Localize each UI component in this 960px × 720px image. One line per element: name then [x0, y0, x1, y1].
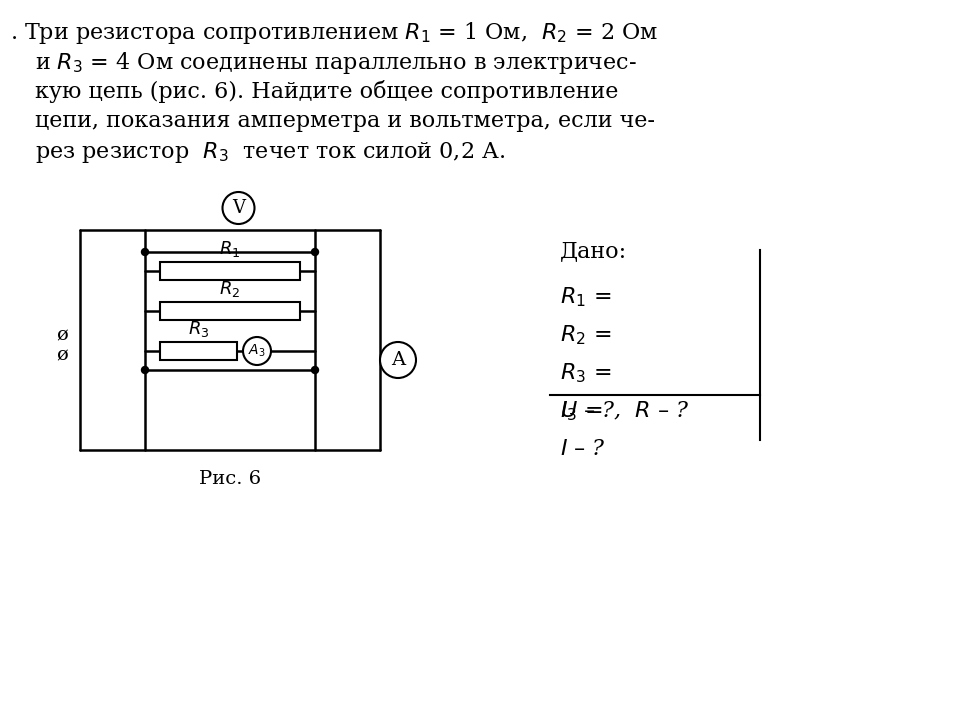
Text: $R_3$ =: $R_3$ = — [560, 361, 612, 384]
Text: $R_2$ =: $R_2$ = — [560, 323, 612, 346]
Text: ø: ø — [56, 346, 68, 364]
Circle shape — [311, 366, 319, 374]
Circle shape — [141, 366, 149, 374]
Bar — [160, 262, 300, 280]
Text: кую цепь (рис. 6). Найдите общее сопротивление: кую цепь (рис. 6). Найдите общее сопроти… — [35, 80, 618, 103]
Text: V: V — [232, 199, 245, 217]
Text: $I_3$ =: $I_3$ = — [560, 399, 602, 423]
Text: $I$ – ?: $I$ – ? — [560, 438, 606, 460]
Text: ø: ø — [56, 326, 68, 344]
Text: $R_2$: $R_2$ — [220, 279, 241, 299]
Text: цепи, показания амперметра и вольтметра, если че-: цепи, показания амперметра и вольтметра,… — [35, 110, 655, 132]
Text: Рис. 6: Рис. 6 — [199, 470, 261, 488]
Text: и $R_3$ = 4 Ом соединены параллельно в электричес-: и $R_3$ = 4 Ом соединены параллельно в э… — [35, 50, 636, 76]
Circle shape — [223, 192, 254, 224]
Text: Дано:: Дано: — [560, 240, 627, 262]
Text: $A_3$: $A_3$ — [249, 343, 266, 359]
Text: $R_3$: $R_3$ — [188, 319, 209, 339]
Circle shape — [141, 248, 149, 256]
Text: $R_1$: $R_1$ — [219, 239, 241, 259]
Text: . Три резистора сопротивлением $R_1$ = 1 Ом,  $R_2$ = 2 Ом: . Три резистора сопротивлением $R_1$ = 1… — [10, 20, 659, 46]
Bar — [160, 302, 300, 320]
Bar — [160, 342, 237, 360]
Circle shape — [311, 248, 319, 256]
Text: $U$ – ?,  $R$ – ?: $U$ – ?, $R$ – ? — [560, 400, 689, 422]
Text: рез резистор  $R_3$  течет ток силой 0,2 А.: рез резистор $R_3$ течет ток силой 0,2 А… — [35, 140, 505, 165]
Circle shape — [243, 337, 271, 365]
Text: $R_1$ =: $R_1$ = — [560, 285, 612, 309]
Text: A: A — [391, 351, 405, 369]
Circle shape — [380, 342, 416, 378]
